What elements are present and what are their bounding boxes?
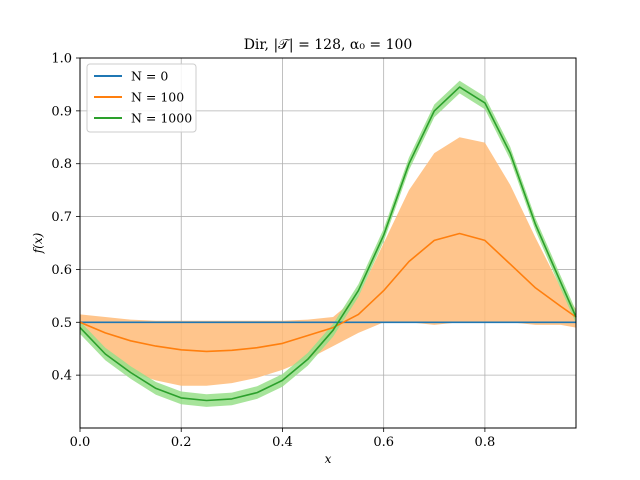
x-tick-label: 0.2 xyxy=(171,435,192,450)
x-tick-label: 0.4 xyxy=(272,435,293,450)
legend: N = 0 N = 100 N = 1000 xyxy=(86,63,197,133)
y-tick-label: 1.0 xyxy=(51,52,72,67)
x-axis-ticks: 0.0 0.2 0.4 0.6 0.8 xyxy=(70,428,496,450)
y-axis-ticks: 0.4 0.5 0.6 0.7 0.8 0.9 1.0 xyxy=(51,52,80,384)
y-tick-label: 0.7 xyxy=(51,210,72,225)
series-lines xyxy=(79,86,577,402)
legend-label-2: N = 1000 xyxy=(131,111,192,126)
y-tick-label: 0.5 xyxy=(51,316,72,331)
confidence-bands xyxy=(80,80,576,407)
series-band-2 xyxy=(80,80,576,407)
legend-label-0: N = 0 xyxy=(131,69,168,84)
legend-box xyxy=(86,63,197,133)
legend-label-1: N = 100 xyxy=(131,90,184,105)
series-line-1 xyxy=(79,232,577,353)
y-tick-label: 0.8 xyxy=(51,157,72,172)
x-tick-label: 0.6 xyxy=(373,435,394,450)
y-tick-label: 0.4 xyxy=(51,369,72,384)
x-axis-label: x xyxy=(325,452,332,466)
chart-title: Dir, |𝒯| = 128, α₀ = 100 xyxy=(244,37,413,53)
plot-frame xyxy=(79,57,577,429)
series-band-1 xyxy=(80,137,576,386)
y-tick-label: 0.6 xyxy=(51,263,72,278)
y-axis-label: f(x) xyxy=(31,232,45,254)
x-tick-label: 0.0 xyxy=(70,435,91,450)
series-line-2 xyxy=(79,86,577,402)
x-tick-label: 0.8 xyxy=(475,435,496,450)
y-tick-label: 0.9 xyxy=(51,104,72,119)
